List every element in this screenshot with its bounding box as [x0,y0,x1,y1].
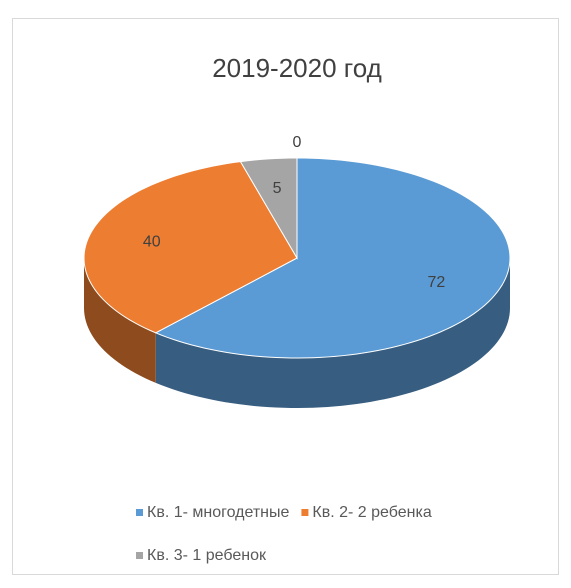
data-label: 72 [428,274,446,291]
legend-item: Кв. 1- многодетные [136,504,290,521]
legend-swatch [136,509,143,516]
legend-swatch [301,509,309,516]
pie-slice [154,157,511,359]
data-label: 40 [143,233,161,250]
legend-item: Кв. 3- 1 ребенок [136,547,267,564]
pie-slice-side [84,258,156,383]
legend-label: Кв. 1- многодетные [147,504,290,521]
pie-slice-side [155,258,510,408]
legend-label: Кв. 3- 1 ребенок [147,547,267,564]
chart-title: 2019-2020 год [212,53,382,83]
data-label: 5 [273,180,282,197]
pie-slice [83,161,298,334]
pie-slice [239,157,298,260]
pie-sides [84,258,510,408]
pie-tops [83,157,511,359]
legend-label: Кв. 2- 2 ребенка [312,504,431,521]
legend-swatch [136,552,143,559]
legend-item: Кв. 2- 2 ребенка [301,504,432,521]
data-label: 0 [293,134,302,151]
